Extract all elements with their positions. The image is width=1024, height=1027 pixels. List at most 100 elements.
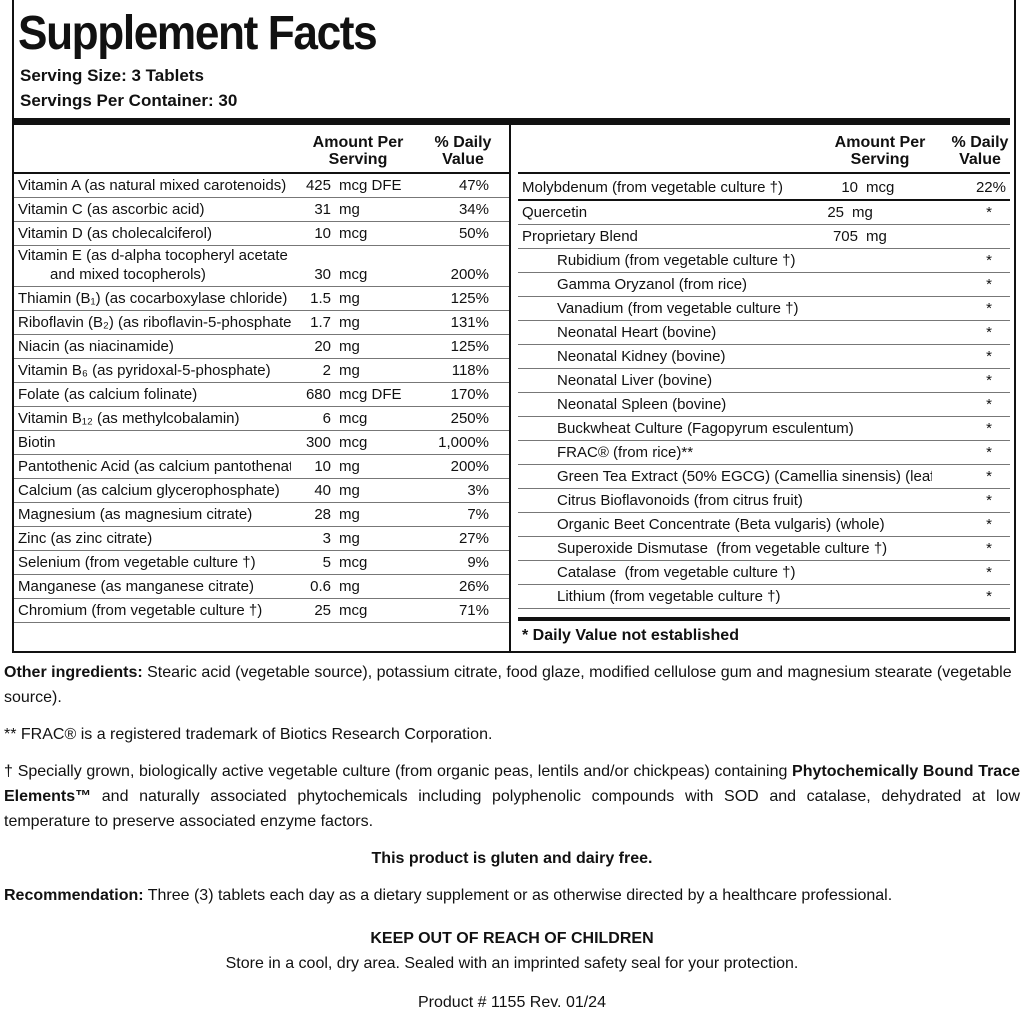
daily-value: * (986, 468, 992, 485)
unit: mg (339, 530, 360, 547)
daily-value: 250% (450, 410, 489, 427)
amount: 31 (314, 201, 331, 218)
unit: mcg (339, 266, 368, 283)
component-name: Catalase (from vegetable culture †) (557, 564, 796, 581)
nutrient-row: Magnesium (as magnesium citrate) 28 mg 7% (14, 503, 509, 527)
nutrient-row: Biotin 300 mcg 1,000% (14, 431, 509, 455)
daily-value: 200% (450, 458, 489, 475)
right-table: Amount Per Serving % Daily Value Molybdenu… (518, 126, 1010, 645)
component-name: Organic Beet Concentrate (Beta vulgaris)… (557, 516, 885, 533)
amount: 28 (314, 506, 331, 523)
table-header: Amount Per Serving % Daily Value (14, 126, 509, 174)
nutrient-name: Niacin (as niacinamide) (18, 338, 174, 355)
nutrient-row: Chromium (from vegetable culture †) 25 mcg… (14, 599, 509, 623)
amount: 10 (314, 225, 331, 242)
unit: mg (339, 482, 360, 499)
unit: mcg DFE (339, 386, 402, 403)
text: † Specially grown, biologically active v… (4, 763, 793, 780)
component-name: Neonatal Heart (bovine) (557, 324, 717, 341)
nutrient-row: Vitamin A (as natural mixed carotenoids)… (14, 174, 509, 198)
nutrient-name: Vitamin E (as d-alpha tocopheryl acetate… (18, 247, 288, 283)
nutrient-name: Chromium (from vegetable culture †) (18, 602, 263, 619)
component-name: Buckwheat Culture (Fagopyrum esculentum) (557, 420, 854, 437)
footnote-rule (518, 617, 1010, 621)
daily-value: 1,000% (438, 434, 489, 451)
nutrient-row: Niacin (as niacinamide) 20 mg 125% (14, 335, 509, 359)
blend-row: Neonatal Spleen (bovine) * (518, 393, 1010, 417)
unit: mcg (866, 179, 895, 196)
blend-row: FRAC® (from rice)** * (518, 441, 1010, 465)
amount: 705 (832, 228, 858, 245)
component-name: Neonatal Liver (bovine) (557, 372, 713, 389)
daily-value: 50% (458, 225, 489, 242)
text: Stearic acid (vegetable source), potassi… (4, 664, 1012, 706)
nutrient-name: Vitamin B₁₂ (as methylcobalamin) (18, 410, 240, 427)
blend-row: Neonatal Liver (bovine) * (518, 369, 1010, 393)
notes: Other ingredients: Stearic acid (vegetab… (4, 660, 1020, 1027)
nutrient-name: Quercetin (522, 204, 588, 221)
label-border (12, 0, 1016, 653)
component-name: Neonatal Spleen (bovine) (557, 396, 727, 413)
gluten-note: This product is gluten and dairy free. (371, 850, 653, 867)
nutrient-row: Zinc (as zinc citrate) 3 mg 27% (14, 527, 509, 551)
component-name: FRAC® (from rice)** (557, 444, 694, 461)
nutrient-row: Riboflavin (B₂) (as riboflavin-5-phospha… (14, 311, 509, 335)
daily-value: * (986, 204, 992, 221)
daily-value: * (986, 276, 992, 293)
daily-value: 3% (467, 482, 489, 499)
title: Supplement Facts (18, 7, 378, 60)
component-name: Green Tea Extract (50% EGCG) (Camellia s… (557, 468, 932, 485)
storage: Store in a cool, dry area. Sealed with a… (225, 955, 799, 972)
serving-size: Serving Size: 3 Tablets (20, 66, 204, 85)
text: Three (3) tablets each day as a dietary … (143, 887, 893, 904)
column-divider (509, 125, 511, 651)
daily-value: * (986, 396, 992, 413)
nutrient-name: Vitamin D (as cholecalciferol) (18, 225, 212, 242)
daily-value: 170% (450, 386, 489, 403)
component-name: Gamma Oryzanol (from rice) (557, 276, 748, 293)
blend-row: Gamma Oryzanol (from rice) * (518, 273, 1010, 297)
amount-header: Amount Per Serving (312, 134, 404, 168)
unit: mg (339, 290, 360, 307)
component-name: Neonatal Kidney (bovine) (557, 348, 726, 365)
daily-value: * (986, 372, 992, 389)
amount: 25 (827, 204, 844, 221)
daily-value: 118% (451, 362, 489, 379)
blend-row: Organic Beet Concentrate (Beta vulgaris)… (518, 513, 1010, 537)
amount: 25 (314, 602, 331, 619)
nutrient-name: Pantothenic Acid (as calcium pantothenat… (18, 458, 291, 475)
unit: mcg DFE (339, 177, 402, 194)
amount: 3 (322, 530, 331, 547)
nutrient-row: Manganese (as manganese citrate) 0.6 mg 26% (14, 575, 509, 599)
unit: mg (339, 201, 360, 218)
component-name: Lithium (from vegetable culture †) (557, 588, 781, 605)
daily-value: 9% (467, 554, 489, 571)
nutrient-row: Molybdenum (from vegetable culture †) 10 m… (518, 174, 1010, 201)
nutrient-name: Thiamin (B₁) (as cocarboxylase chloride) (18, 290, 288, 307)
amount: 0.6 (310, 578, 331, 595)
blend-row: Lithium (from vegetable culture †) * (518, 585, 1010, 609)
nutrient-row: Vitamin C (as ascorbic acid) 31 mg 34% (14, 198, 509, 222)
label: Other ingredients: (4, 664, 143, 681)
nutrient-name: Selenium (from vegetable culture †) (18, 554, 256, 571)
unit: mg (866, 228, 887, 245)
nutrient-row: Pantothenic Acid (as calcium pantothenat… (14, 455, 509, 479)
label: Recommendation: (4, 887, 144, 904)
daily-value: 71% (458, 602, 489, 619)
unit: mg (339, 314, 360, 331)
amount: 10 (841, 179, 858, 196)
daily-value: * (986, 540, 992, 557)
amount: 425 (305, 177, 331, 194)
nutrient-row: Proprietary Blend 705 mg (518, 225, 1010, 249)
daily-value: * (986, 564, 992, 581)
nutrient-name: Biotin (18, 434, 56, 451)
trademark-note: ** FRAC® is a registered trademark of Bi… (4, 726, 493, 743)
nutrient-row: Selenium (from vegetable culture †) 5 mcg 9… (14, 551, 509, 575)
component-name: Vanadium (from vegetable culture †) (557, 300, 799, 317)
unit: mcg (339, 554, 368, 571)
unit: mcg (339, 434, 368, 451)
amount: 300 (305, 434, 331, 451)
nutrient-name: Zinc (as zinc citrate) (18, 530, 153, 547)
bold-text: Phytochemically Bound Trace Elements™ (4, 763, 1021, 805)
amount-header: Amount Per Serving (834, 134, 926, 168)
